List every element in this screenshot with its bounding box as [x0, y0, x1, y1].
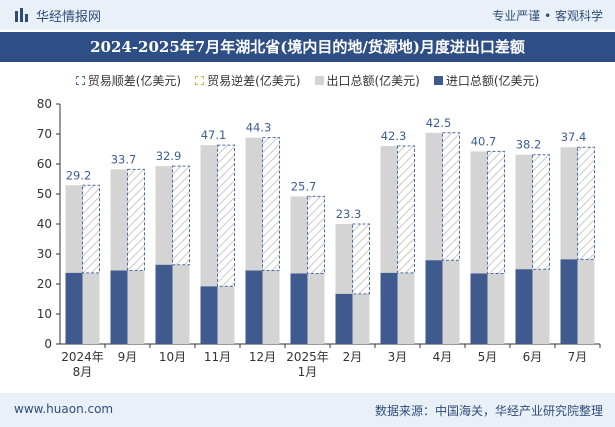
surplus-bar [397, 145, 415, 274]
y-tick-label: 20 [37, 277, 52, 291]
brand-name: 华经情报网 [36, 9, 102, 25]
x-tick-label: 7月 [568, 350, 588, 364]
x-tick-label: 5月 [478, 350, 498, 364]
surplus-data-label: 40.7 [471, 134, 497, 148]
import-bar [290, 273, 308, 344]
surplus-data-label: 37.4 [561, 130, 587, 144]
surplus-data-label: 25.7 [291, 179, 317, 193]
x-tick-label: 1月 [298, 365, 318, 379]
x-tick-label: 10月 [159, 350, 186, 364]
legend-item-surplus[interactable]: 贸易顺差(亿美元) [75, 70, 182, 90]
x-tick-label: 11月 [204, 350, 231, 364]
legend-import-swatch [433, 75, 443, 85]
surplus-bar [352, 223, 370, 295]
x-tick-label: 6月 [523, 350, 543, 364]
import-bar [335, 293, 353, 344]
x-tick-label: 9月 [118, 350, 138, 364]
y-tick-label: 40 [37, 217, 52, 231]
surplus-data-label: 47.1 [201, 128, 227, 142]
x-tick-label: 2024年 [61, 350, 104, 364]
top-bar: 华经情报网 专业严谨 • 客观科学 [0, 0, 615, 30]
surplus-bar [577, 146, 595, 260]
y-tick-label: 60 [37, 157, 52, 171]
surplus-data-label: 33.7 [111, 152, 137, 166]
chart-title: 2024-2025年7月年湖北省(境内目的地/货源地)月度进出口差额 [0, 32, 615, 62]
brand: 华经情报网 [14, 5, 101, 25]
tagline: 专业严谨 • 客观科学 [492, 9, 603, 23]
footer-source: 数据来源：中国海关，华经产业研究院整理 [374, 404, 603, 418]
y-tick-label: 80 [37, 97, 52, 111]
import-bar [200, 286, 218, 344]
y-tick-label: 30 [37, 247, 52, 261]
legend-item-export[interactable]: 出口总额(亿美元) [314, 70, 420, 90]
surplus-bar [82, 184, 100, 274]
x-tick-label: 2月 [343, 350, 363, 364]
legend-surplus-swatch [75, 75, 85, 85]
import-bar [245, 270, 263, 344]
surplus-bar [307, 195, 325, 274]
legend-surplus-label: 贸易顺差(亿美元) [87, 73, 182, 88]
surplus-bar [217, 144, 235, 287]
y-tick-label: 50 [37, 187, 52, 201]
brand-logo-icon [15, 8, 28, 22]
surplus-data-label: 23.3 [336, 207, 362, 221]
surplus-bar [262, 137, 280, 271]
import-bar [470, 273, 488, 344]
surplus-bar [127, 168, 145, 271]
import-bar [515, 269, 533, 344]
y-tick-label: 0 [44, 337, 52, 351]
surplus-bar [532, 154, 550, 270]
footer-url[interactable]: www.huaon.com [14, 402, 114, 416]
legend-item-import[interactable]: 进口总额(亿美元) [433, 70, 540, 90]
surplus-data-label: 38.2 [516, 138, 542, 152]
legend-item-deficit[interactable]: 贸易逆差(亿美元) [195, 70, 301, 90]
footer-bar: www.huaon.com 数据来源：中国海关，华经产业研究院整理 [0, 393, 615, 427]
x-tick-label: 3月 [388, 350, 408, 364]
surplus-data-label: 42.3 [381, 129, 407, 143]
y-tick-label: 70 [37, 127, 52, 141]
x-tick-label: 12月 [249, 350, 276, 364]
legend-export-label: 出口总额(亿美元) [326, 73, 420, 88]
surplus-bar [442, 132, 460, 261]
surplus-bar [172, 165, 190, 266]
surplus-data-label: 29.2 [66, 168, 92, 182]
legend-import-label: 进口总额(亿美元) [445, 73, 540, 88]
x-tick-label: 2025年 [286, 350, 329, 364]
import-bar [380, 272, 398, 344]
import-bar [110, 270, 128, 344]
surplus-data-label: 32.9 [156, 149, 182, 163]
legend-deficit-label: 贸易逆差(亿美元) [207, 73, 301, 88]
x-tick-label: 8月 [73, 365, 93, 379]
import-bar [560, 259, 578, 344]
surplus-bar [487, 150, 505, 274]
x-tick-label: 4月 [433, 350, 453, 364]
import-bar [155, 264, 173, 344]
legend-deficit-swatch [195, 75, 205, 85]
y-tick-label: 10 [37, 307, 52, 321]
surplus-data-label: 44.3 [246, 121, 272, 135]
import-bar [425, 260, 443, 344]
import-bar [65, 272, 83, 344]
surplus-data-label: 42.5 [426, 116, 452, 130]
chart-legend: 贸易顺差(亿美元) 贸易逆差(亿美元) 出口总额(亿美元) 进口总额(亿美元) [0, 70, 615, 90]
legend-export-swatch [314, 75, 324, 85]
